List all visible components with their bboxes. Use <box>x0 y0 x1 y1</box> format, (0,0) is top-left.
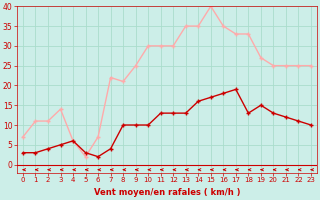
X-axis label: Vent moyen/en rafales ( km/h ): Vent moyen/en rafales ( km/h ) <box>94 188 240 197</box>
